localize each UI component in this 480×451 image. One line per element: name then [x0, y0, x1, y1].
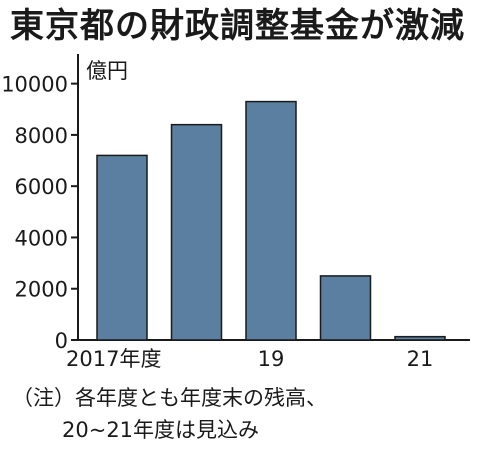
bar: [96, 154, 148, 341]
x-tick-label: 19: [258, 347, 285, 371]
y-tick-label: 10000: [1, 73, 68, 97]
y-tick-label: 2000: [15, 278, 68, 302]
bar: [394, 335, 446, 341]
bar: [319, 275, 372, 341]
y-tick-label: 0: [55, 329, 68, 353]
chart-title: 東京都の財政調整基金が激減: [10, 6, 465, 46]
footnote-line-2: 20~21年度は見込み: [62, 418, 260, 442]
x-tick-label: 21: [407, 347, 434, 371]
bar: [170, 123, 223, 341]
y-axis-unit-label: 億円: [86, 59, 128, 83]
y-tick-label: 6000: [15, 175, 68, 199]
y-tick-label: 8000: [15, 124, 68, 148]
x-tick-label: 2017年度: [66, 347, 161, 371]
footnote-line-1: （注）各年度とも年度末の残高、: [12, 386, 327, 410]
bar: [245, 100, 297, 341]
y-tick-label: 4000: [15, 226, 68, 250]
